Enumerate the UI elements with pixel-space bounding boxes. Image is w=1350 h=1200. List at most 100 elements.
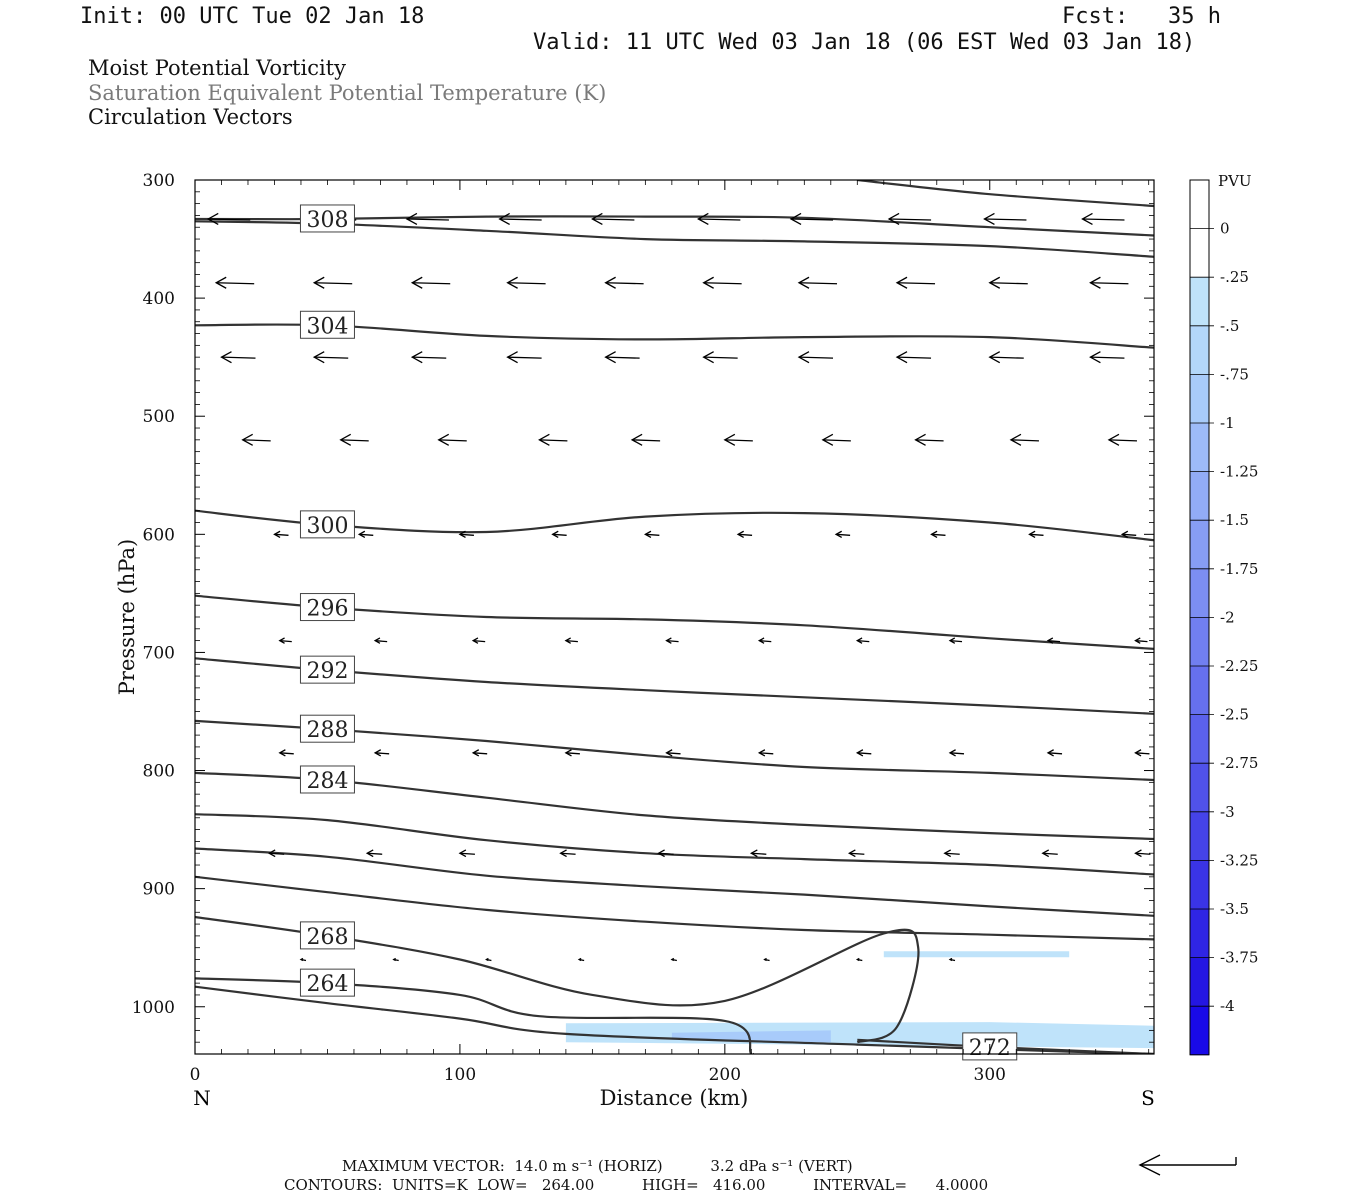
y-tick-label: 500: [143, 407, 175, 427]
circulation-vector: [855, 749, 872, 757]
colorbar-label: -4: [1220, 997, 1235, 1015]
circulation-vector: [577, 957, 585, 962]
max-vector-note: MAXIMUM VECTOR: 14.0 m s⁻¹ (HORIZ) 3.2 d…: [342, 1157, 853, 1175]
forecast-hour: Fcst: 35 h: [1062, 4, 1221, 29]
circulation-vector: [206, 212, 251, 226]
circulation-vector: [847, 849, 865, 858]
colorbar-label: 0: [1220, 220, 1230, 238]
circulation-vector: [1089, 276, 1129, 289]
colorbar-label: -.75: [1220, 365, 1249, 383]
contour-label-box: 268: [299, 921, 355, 950]
contour-label: 304: [306, 314, 348, 339]
colorbar-segment: [1190, 763, 1209, 813]
circulation-vector: [604, 351, 640, 364]
contour-label: 296: [306, 597, 348, 622]
circulation-vector: [1046, 637, 1061, 644]
colorbar-segment: [1190, 520, 1209, 570]
y-tick-label: 800: [143, 762, 175, 782]
circulation-vector: [471, 749, 488, 757]
circulation-vector: [506, 351, 542, 364]
colorbar-label: -3.5: [1220, 900, 1249, 918]
circulation-vector: [702, 351, 738, 364]
colorbar-segment: [1190, 666, 1209, 715]
circulation-vector: [670, 957, 677, 962]
colorbar-label: -.25: [1220, 268, 1249, 286]
circulation-vector: [299, 957, 307, 962]
colorbar-segment: [1190, 325, 1209, 375]
circulation-vector: [1041, 849, 1058, 858]
colorbar-label: -3: [1220, 803, 1235, 821]
colorbar-label: -2.75: [1220, 754, 1258, 772]
circulation-vector: [789, 212, 834, 226]
circulation-vector: [914, 433, 944, 446]
x-tick-label: 300: [974, 1065, 1006, 1085]
colorbar-label: -1.25: [1220, 463, 1258, 481]
circulation-vector: [763, 957, 770, 962]
circulation-vector: [267, 849, 285, 858]
circulation-vector: [506, 276, 546, 289]
y-tick-label: 600: [143, 525, 175, 545]
y-tick-label: 900: [143, 880, 175, 900]
circulation-vector: [702, 276, 742, 289]
circulation-vector: [392, 957, 399, 962]
init-time: Init: 00 UTC Tue 02 Jan 18: [80, 4, 425, 29]
circulation-vector: [644, 530, 660, 538]
valid-time: Valid: 11 UTC Wed 03 Jan 18 (06 EST Wed …: [533, 30, 1196, 55]
circulation-vector: [312, 351, 349, 364]
circulation-vector: [1134, 637, 1148, 644]
circulation-vector: [797, 276, 838, 289]
theta-contour: [195, 875, 1154, 941]
contour-label: 268: [306, 925, 348, 950]
circulation-vector: [564, 637, 578, 644]
circulation-vector: [1046, 749, 1063, 757]
y-tick-label: 1000: [132, 998, 175, 1018]
circulation-vector: [797, 351, 834, 364]
circulation-vector: [887, 212, 932, 226]
circulation-vector: [410, 276, 451, 289]
colorbar-segment: [1190, 811, 1209, 861]
circulation-vector: [357, 530, 374, 538]
circulation-vector: [1134, 849, 1151, 858]
circulation-vector: [312, 276, 353, 289]
colorbar-segment: [1190, 909, 1209, 958]
circulation-vector: [930, 530, 946, 538]
contour-label-box: 292: [299, 655, 355, 684]
colorbar-label: -3.75: [1220, 949, 1258, 967]
contour-label-box: 264: [299, 968, 355, 997]
contour-label-box: 300: [299, 510, 355, 539]
circulation-vector: [365, 849, 383, 858]
contour-label-box: 304: [299, 310, 355, 339]
contour-label: 292: [306, 659, 348, 684]
colorbar-segment: [1190, 957, 1209, 1007]
circulation-vector: [437, 433, 467, 446]
circulation-vector: [630, 433, 661, 446]
circulation-vector: [551, 530, 567, 538]
circulation-vector: [498, 212, 542, 226]
colorbar-segment: [1190, 228, 1209, 278]
circulation-vector: [665, 637, 679, 644]
y-axis-label: Pressure (hPa): [115, 539, 139, 695]
circulation-vector: [696, 212, 741, 226]
colorbar-segment: [1190, 423, 1209, 472]
circulation-vector: [948, 749, 965, 757]
circulation-vector: [373, 749, 390, 757]
circulation-vector: [948, 637, 963, 644]
circulation-vector: [538, 433, 568, 446]
circulation-vector: [988, 351, 1024, 364]
circulation-vector: [373, 637, 388, 644]
circulation-vector: [736, 530, 753, 538]
circulation-vector: [834, 530, 851, 538]
colorbar-title: PVU: [1218, 172, 1252, 190]
theta-contour: [195, 813, 1154, 876]
circulation-vector: [214, 276, 255, 289]
circulation-vector: [943, 849, 960, 858]
circulation-vector: [339, 433, 369, 446]
circulation-vector: [855, 637, 870, 644]
circulation-vector: [1120, 530, 1137, 538]
circulation-vector: [988, 276, 1028, 289]
circulation-vector: [657, 849, 674, 858]
contour-label: 300: [306, 514, 348, 539]
circulation-vector: [485, 957, 492, 962]
contour-label-box: 288: [299, 714, 355, 743]
circulation-vector: [1089, 351, 1125, 364]
